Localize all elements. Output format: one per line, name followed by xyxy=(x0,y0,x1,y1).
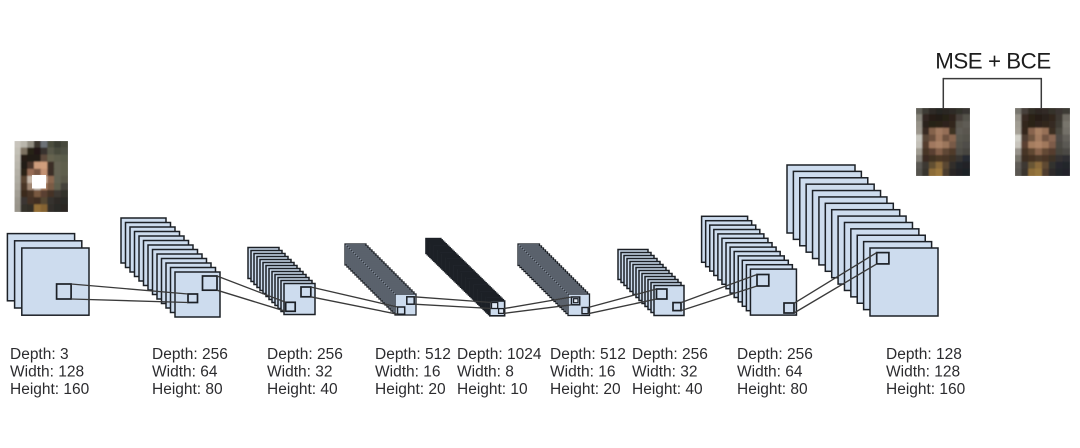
svg-text:MSE + BCE: MSE + BCE xyxy=(935,49,1051,74)
svg-text:Depth: 512: Depth: 512 xyxy=(375,346,451,363)
svg-text:Width: 128: Width: 128 xyxy=(886,363,960,380)
svg-text:Height: 10: Height: 10 xyxy=(457,381,528,398)
svg-text:Width: 64: Width: 64 xyxy=(152,363,218,380)
svg-text:Depth: 256: Depth: 256 xyxy=(632,346,708,363)
svg-text:Depth: 128: Depth: 128 xyxy=(886,346,962,363)
svg-text:Height: 160: Height: 160 xyxy=(886,381,966,398)
svg-text:Width: 8: Width: 8 xyxy=(457,363,514,380)
svg-text:Width: 32: Width: 32 xyxy=(632,363,697,380)
svg-text:Height: 40: Height: 40 xyxy=(267,381,338,398)
svg-text:Width: 16: Width: 16 xyxy=(550,363,615,380)
svg-text:Width: 32: Width: 32 xyxy=(267,363,332,380)
svg-text:Depth: 256: Depth: 256 xyxy=(152,346,228,363)
svg-text:Width: 64: Width: 64 xyxy=(737,363,803,380)
svg-text:Height: 80: Height: 80 xyxy=(152,381,223,398)
svg-text:Depth: 512: Depth: 512 xyxy=(550,346,626,363)
svg-text:Height: 20: Height: 20 xyxy=(550,381,621,398)
svg-text:Height: 160: Height: 160 xyxy=(10,381,90,398)
svg-text:Height: 80: Height: 80 xyxy=(737,381,808,398)
svg-text:Width: 128: Width: 128 xyxy=(10,363,84,380)
svg-text:Height: 20: Height: 20 xyxy=(375,381,446,398)
svg-text:Depth: 256: Depth: 256 xyxy=(267,346,343,363)
svg-text:Depth: 1024: Depth: 1024 xyxy=(457,346,542,363)
svg-text:Height: 40: Height: 40 xyxy=(632,381,703,398)
svg-text:Depth: 3: Depth: 3 xyxy=(10,346,69,363)
svg-text:Width: 16: Width: 16 xyxy=(375,363,440,380)
svg-text:Depth: 256: Depth: 256 xyxy=(737,346,813,363)
